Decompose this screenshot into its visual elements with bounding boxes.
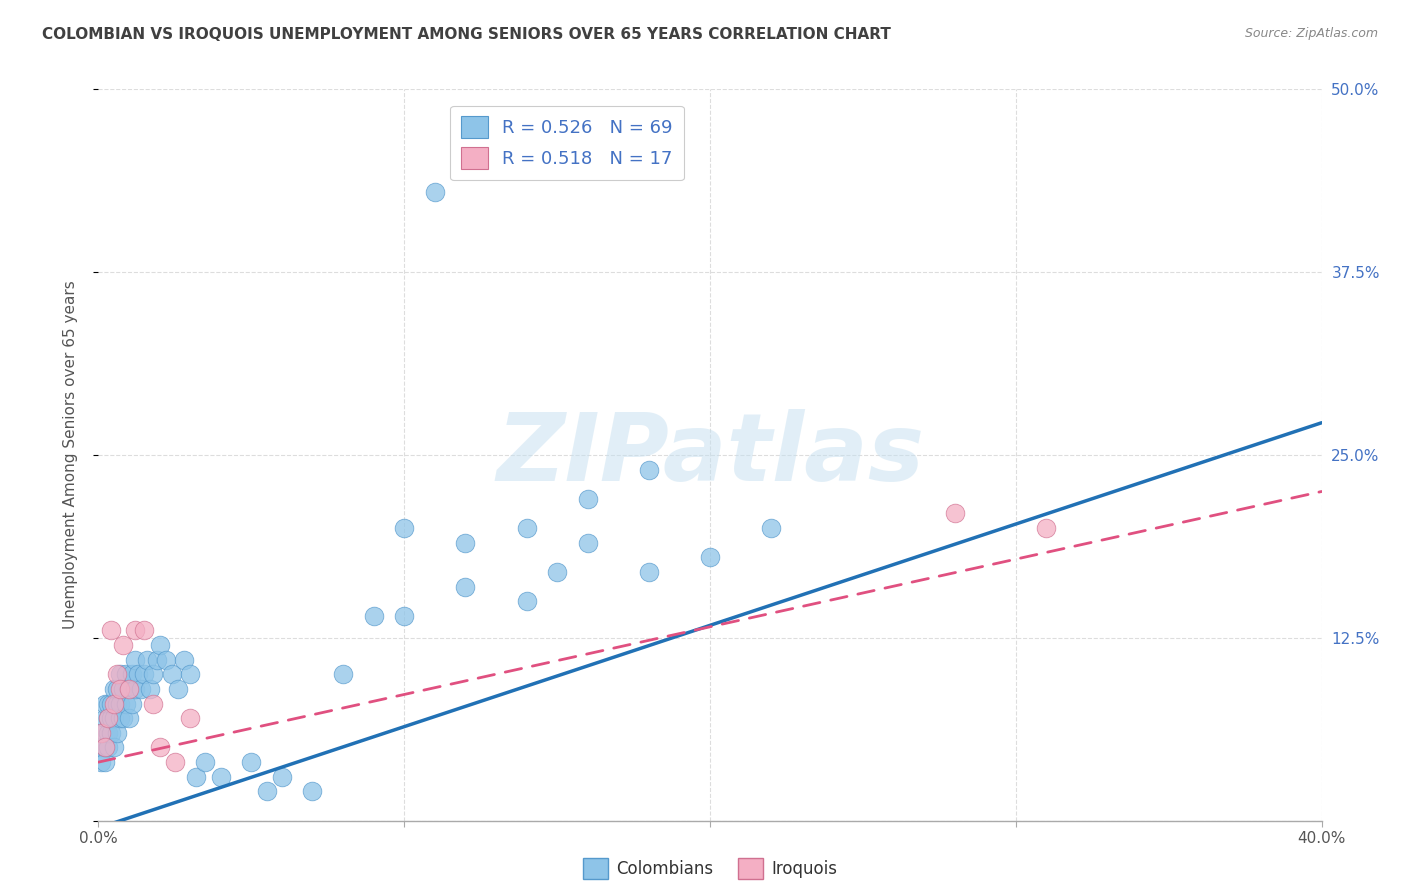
Point [516, 594, 538, 608]
Point [90, 726, 112, 740]
Point [392, 608, 416, 623]
Point [194, 755, 217, 769]
Point [115, 667, 138, 681]
Point [100, 697, 122, 711]
Point [124, 681, 146, 696]
Point [127, 667, 149, 681]
Text: Source: ZipAtlas.com: Source: ZipAtlas.com [1244, 27, 1378, 40]
Point [97, 697, 120, 711]
Point [93, 755, 115, 769]
Point [118, 681, 141, 696]
Point [363, 608, 385, 623]
Point [149, 638, 172, 652]
Point [93, 740, 115, 755]
Point [115, 697, 138, 711]
Point [103, 711, 125, 725]
Point [124, 653, 146, 667]
Point [105, 667, 128, 681]
Legend: Colombians, Iroquois: Colombians, Iroquois [576, 852, 844, 886]
Point [142, 697, 165, 711]
Point [129, 681, 152, 696]
Point [576, 491, 599, 506]
Point [100, 711, 122, 725]
Point [121, 667, 143, 681]
Point [103, 681, 125, 696]
Point [240, 755, 263, 769]
Point [111, 711, 134, 725]
Point [943, 507, 966, 521]
Point [103, 697, 125, 711]
Point [136, 653, 159, 667]
Point [155, 653, 177, 667]
Point [111, 681, 134, 696]
Point [167, 681, 190, 696]
Point [546, 565, 568, 579]
Point [90, 726, 112, 740]
Point [332, 667, 354, 681]
Point [90, 740, 112, 755]
Point [118, 711, 141, 725]
Point [270, 770, 292, 784]
Point [100, 726, 122, 740]
Point [186, 770, 208, 784]
Point [423, 185, 446, 199]
Point [108, 697, 131, 711]
Point [108, 667, 131, 681]
Point [118, 681, 141, 696]
Point [699, 550, 721, 565]
Text: ZIPatlas: ZIPatlas [496, 409, 924, 501]
Point [301, 784, 323, 798]
Point [256, 784, 278, 798]
Point [90, 755, 112, 769]
Point [149, 740, 172, 755]
Point [179, 667, 201, 681]
Point [105, 726, 128, 740]
Point [454, 535, 477, 549]
Point [111, 638, 134, 652]
Point [108, 681, 131, 696]
Point [759, 521, 782, 535]
Point [97, 740, 120, 755]
Point [1035, 521, 1057, 535]
Point [139, 681, 162, 696]
Point [173, 653, 195, 667]
Point [134, 624, 156, 638]
Point [142, 667, 165, 681]
Point [105, 681, 128, 696]
Point [179, 711, 201, 725]
Point [637, 462, 661, 476]
Text: COLOMBIAN VS IROQUOIS UNEMPLOYMENT AMONG SENIORS OVER 65 YEARS CORRELATION CHART: COLOMBIAN VS IROQUOIS UNEMPLOYMENT AMONG… [42, 27, 891, 42]
Point [97, 711, 120, 725]
Point [105, 697, 128, 711]
Y-axis label: Unemployment Among Seniors over 65 years: Unemployment Among Seniors over 65 years [63, 281, 77, 629]
Point [576, 535, 599, 549]
Point [160, 667, 183, 681]
Point [516, 521, 538, 535]
Point [392, 521, 416, 535]
Point [209, 770, 232, 784]
Point [97, 726, 120, 740]
Point [454, 580, 477, 594]
Point [97, 711, 120, 725]
Point [100, 624, 122, 638]
Point [108, 711, 131, 725]
Point [103, 740, 125, 755]
Point [134, 667, 156, 681]
Point [145, 653, 167, 667]
Point [124, 624, 146, 638]
Point [93, 740, 115, 755]
Point [121, 697, 143, 711]
Point [163, 755, 186, 769]
Point [637, 565, 661, 579]
Point [93, 697, 115, 711]
Point [93, 711, 115, 725]
